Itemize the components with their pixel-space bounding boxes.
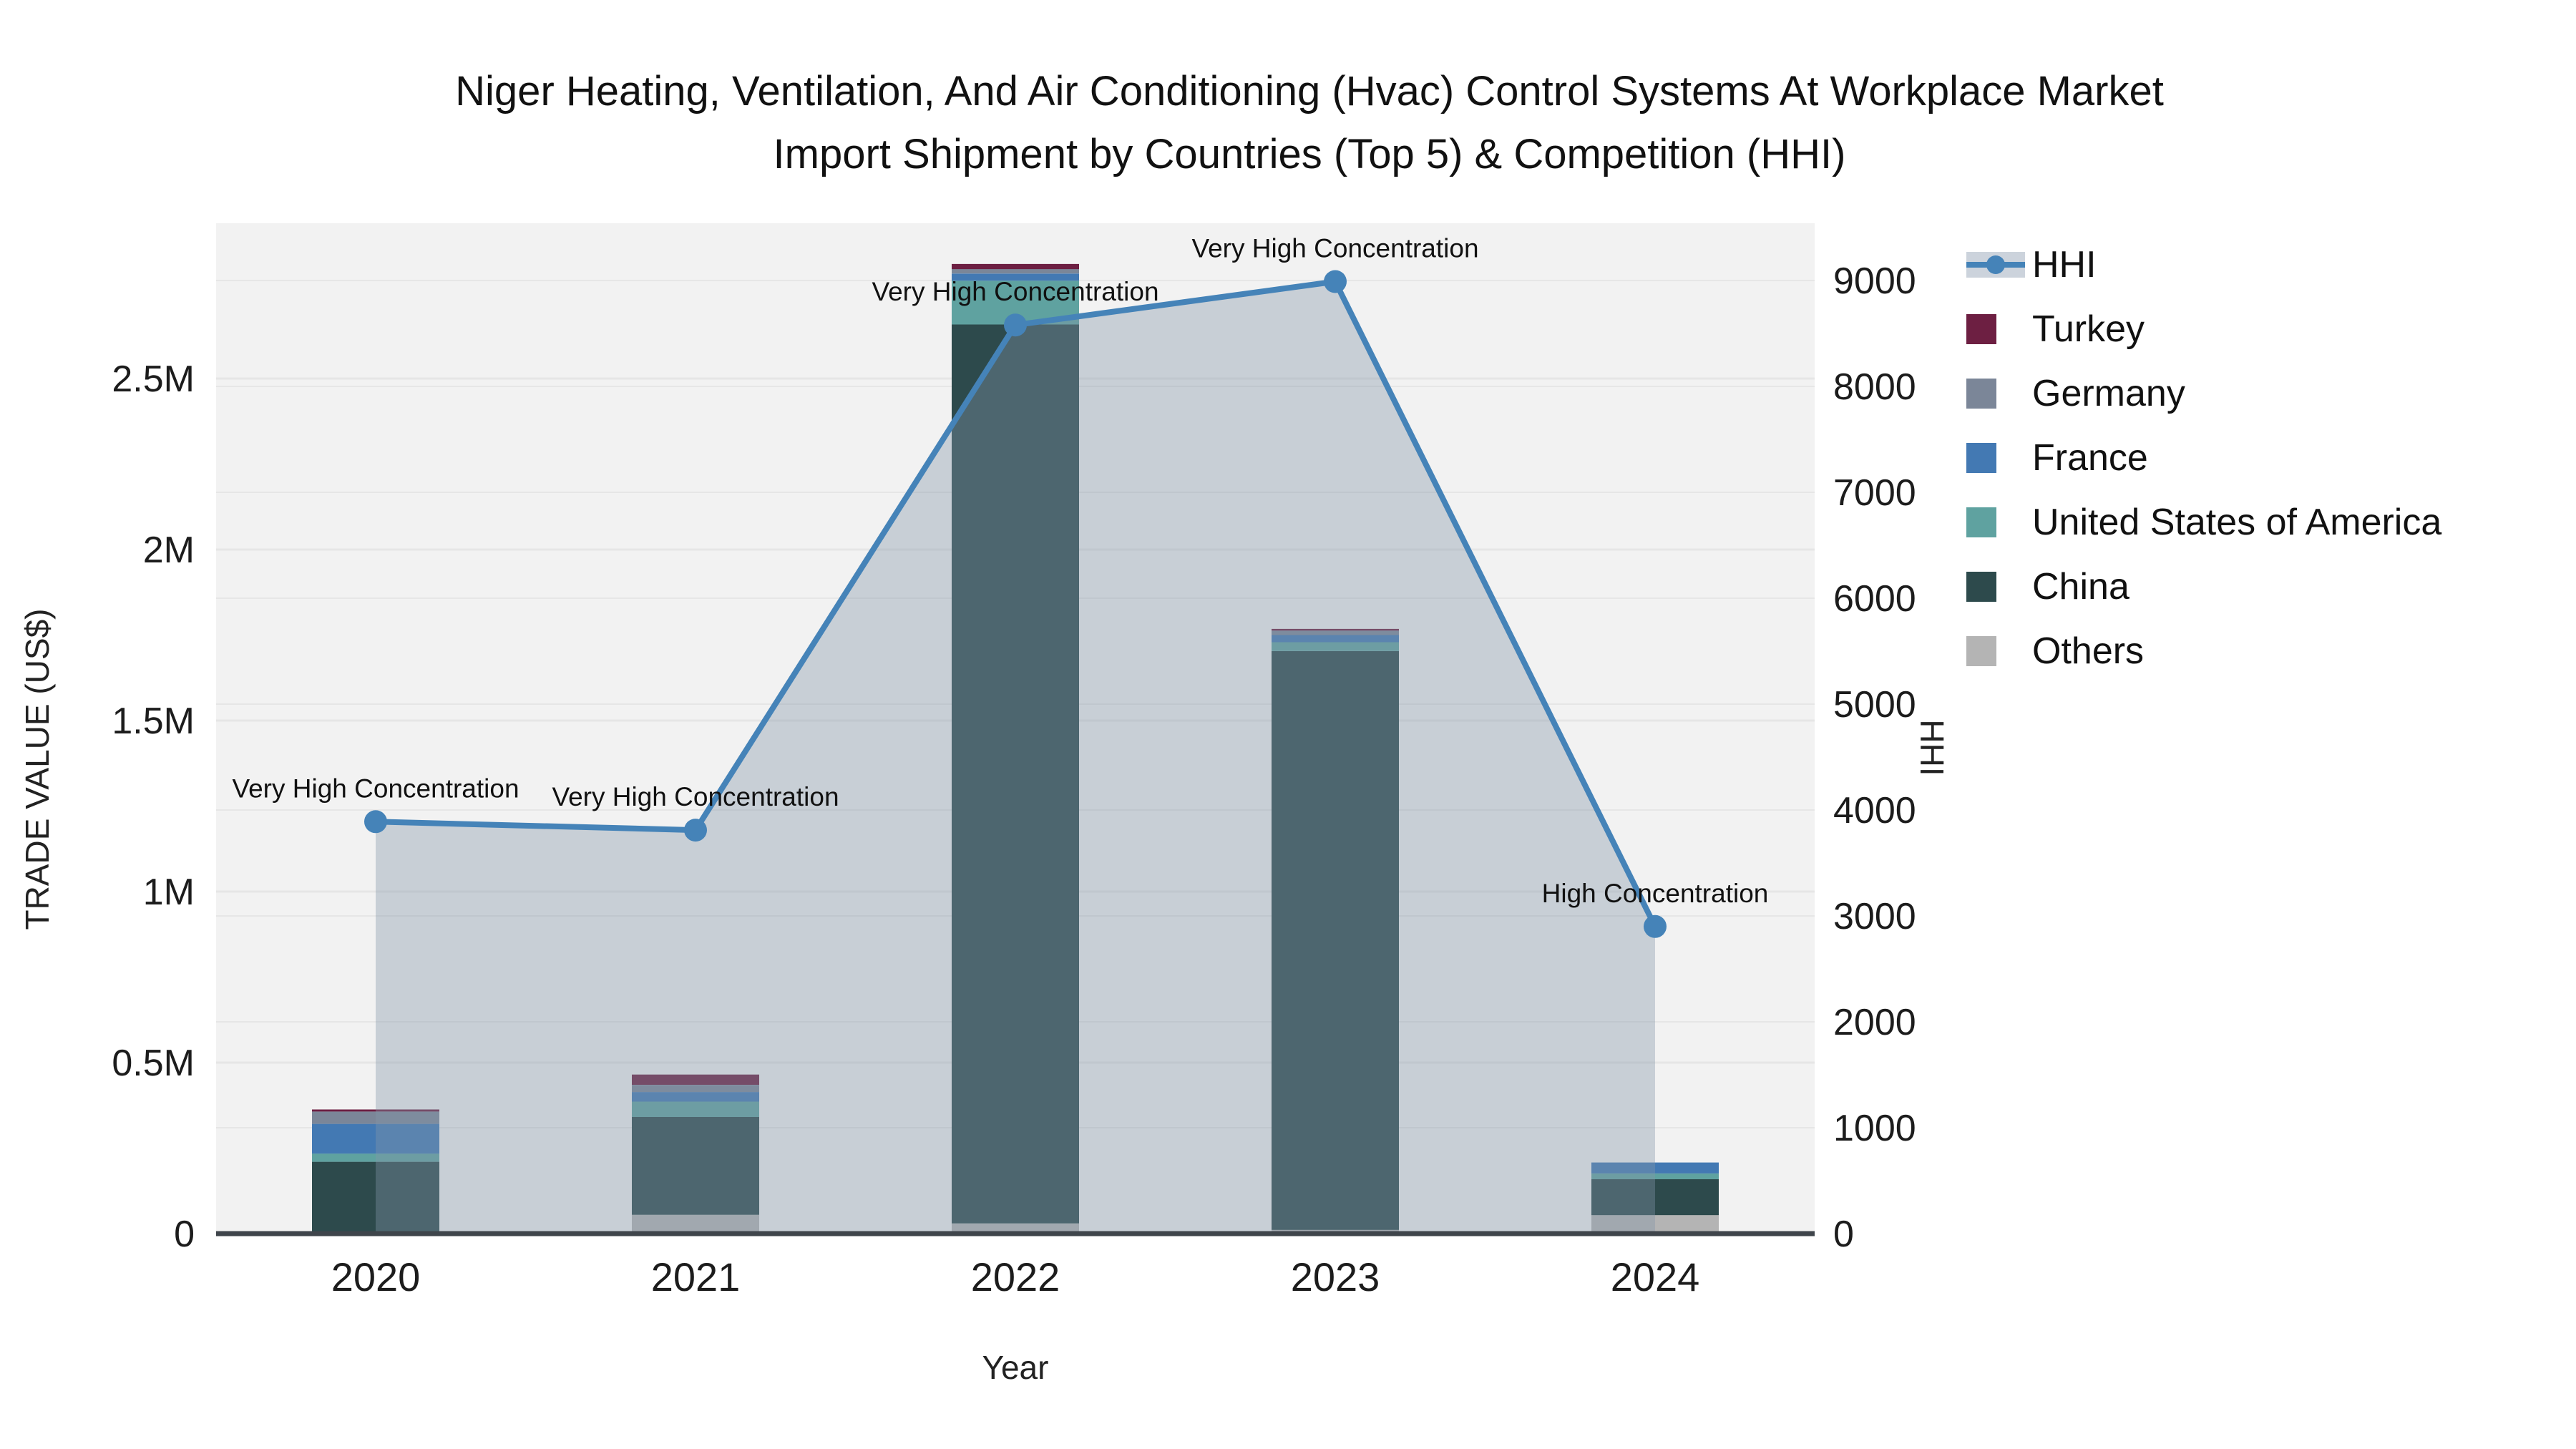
legend-label: China (2032, 566, 2129, 608)
bar-segment-2024-China (1591, 1179, 1719, 1216)
bar-segment-2020-United-States-of-America (312, 1153, 439, 1162)
x-tick-2022: 2022 (971, 1254, 1060, 1299)
y-left-tick-2M: 2M (143, 530, 195, 571)
annotation-2021: Very High Concentration (552, 782, 839, 811)
y-right-axis-title: HHI (1913, 719, 1951, 776)
bar-segment-2020-France (312, 1123, 439, 1154)
legend-swatch-icon (1966, 507, 1996, 537)
hhi-point-2022 (1004, 313, 1027, 337)
y-left-tick-1.5M: 1.5M (112, 701, 195, 742)
bar-segment-2023-Germany (1272, 630, 1399, 635)
y-right-tick-9000: 9000 (1833, 260, 1916, 302)
legend-swatch-icon (1966, 636, 1996, 666)
y-left-tick-2.5M: 2.5M (112, 358, 195, 400)
bar-segment-2024-Others (1591, 1215, 1719, 1234)
legend-item-germany[interactable]: Germany (1966, 361, 2441, 426)
y-left-tick-0: 0 (174, 1214, 195, 1255)
y-right-tick-7000: 7000 (1833, 472, 1916, 514)
hhi-point-2023 (1324, 270, 1347, 293)
legend-label: United States of America (2032, 502, 2442, 543)
x-axis-title: Year (982, 1349, 1049, 1386)
bar-segment-2023-United-States-of-America (1272, 642, 1399, 651)
x-tick-2021: 2021 (651, 1254, 741, 1299)
legend-item-others[interactable]: Others (1966, 619, 2441, 683)
y-right-tick-2000: 2000 (1833, 1002, 1916, 1043)
bar-segment-2021-United-States-of-America (632, 1101, 759, 1117)
annotation-2020: Very High Concentration (232, 774, 519, 803)
bar-segment-2022-Germany (952, 269, 1079, 274)
bar-segment-2023-France (1272, 635, 1399, 643)
legend-item-hhi[interactable]: HHI (1966, 233, 2441, 297)
bar-segment-2023-China (1272, 651, 1399, 1230)
hhi-point-2024 (1644, 914, 1667, 938)
bar-segment-2022-Others (952, 1223, 1079, 1234)
bar-segment-2020-Turkey (312, 1109, 439, 1112)
legend-label: Germany (2032, 373, 2185, 414)
y-right-tick-4000: 4000 (1833, 790, 1916, 831)
legend-swatch-icon (1966, 443, 1996, 473)
bar-segment-2022-France (952, 273, 1079, 281)
hhi-line-icon (1966, 252, 2025, 278)
bar-segment-2021-Turkey (632, 1074, 759, 1085)
bar-segment-2021-Germany (632, 1085, 759, 1093)
bar-segment-2024-United-States-of-America (1591, 1173, 1719, 1179)
annotation-2023: Very High Concentration (1191, 234, 1478, 263)
y-left-axis-title: TRADE VALUE (US$) (19, 608, 56, 930)
hhi-point-2021 (684, 819, 707, 842)
bar-segment-2022-Turkey (952, 263, 1079, 270)
y-right-tick-1000: 1000 (1833, 1108, 1916, 1149)
bar-segment-2020-China (312, 1161, 439, 1232)
annotation-2022: Very High Concentration (872, 277, 1158, 306)
hhi-area-fill (376, 281, 1655, 1234)
legend-label: Turkey (2032, 308, 2145, 350)
legend-item-china[interactable]: China (1966, 555, 2441, 619)
bar-segment-2021-Others (632, 1214, 759, 1234)
chart-title: Niger Heating, Ventilation, And Air Cond… (43, 60, 2576, 186)
legend-item-france[interactable]: France (1966, 426, 2441, 490)
annotation-2024: High Concentration (1542, 879, 1769, 908)
legend: HHI Turkey Germany France United States of A… (1966, 233, 2441, 683)
bar-segment-2023-Turkey (1272, 628, 1399, 631)
y-left-tick-1M: 1M (143, 872, 195, 913)
y-right-tick-0: 0 (1833, 1214, 1854, 1255)
bar-segment-2021-China (632, 1117, 759, 1215)
x-tick-2024: 2024 (1611, 1254, 1700, 1299)
y-right-tick-3000: 3000 (1833, 896, 1916, 937)
legend-swatch-icon (1966, 314, 1996, 344)
legend-label: HHI (2032, 244, 2097, 286)
legend-swatch-icon (1966, 379, 1996, 409)
chart-title-line2: Import Shipment by Countries (Top 5) & C… (773, 131, 1846, 177)
legend-swatch-icon (1966, 572, 1996, 602)
bar-segment-2021-France (632, 1092, 759, 1102)
bar-segment-2024-France (1591, 1162, 1719, 1174)
y-right-tick-6000: 6000 (1833, 578, 1916, 620)
y-right-tick-5000: 5000 (1833, 684, 1916, 726)
x-tick-2020: 2020 (331, 1254, 421, 1299)
y-right-tick-8000: 8000 (1833, 366, 1916, 408)
x-tick-2023: 2023 (1291, 1254, 1380, 1299)
bar-segment-2020-Germany (312, 1111, 439, 1124)
legend-item-united-states-of-america[interactable]: United States of America (1966, 490, 2441, 555)
hhi-point-2020 (364, 810, 387, 834)
bar-segment-2022-China (952, 324, 1079, 1224)
chart-title-line1: Niger Heating, Ventilation, And Air Cond… (455, 68, 2164, 114)
legend-item-turkey[interactable]: Turkey (1966, 297, 2441, 361)
legend-label: France (2032, 437, 2148, 479)
y-left-tick-0.5M: 0.5M (112, 1043, 195, 1084)
legend-label: Others (2032, 630, 2145, 672)
